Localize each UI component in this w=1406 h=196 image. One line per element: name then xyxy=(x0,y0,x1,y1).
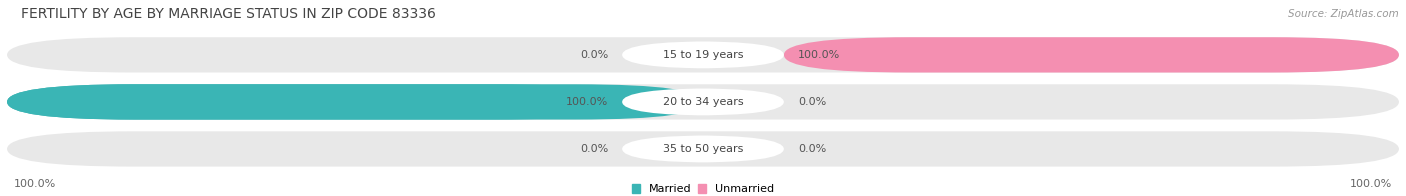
FancyBboxPatch shape xyxy=(621,135,785,163)
Text: 35 to 50 years: 35 to 50 years xyxy=(662,144,744,154)
FancyBboxPatch shape xyxy=(7,131,1399,167)
Legend: Married, Unmarried: Married, Unmarried xyxy=(631,184,775,194)
Text: 100.0%: 100.0% xyxy=(14,179,56,189)
FancyBboxPatch shape xyxy=(621,41,785,69)
FancyBboxPatch shape xyxy=(7,84,621,120)
FancyBboxPatch shape xyxy=(7,84,703,120)
Text: 15 to 19 years: 15 to 19 years xyxy=(662,50,744,60)
FancyBboxPatch shape xyxy=(785,37,1399,73)
Text: 100.0%: 100.0% xyxy=(1350,179,1392,189)
Text: 100.0%: 100.0% xyxy=(799,50,841,60)
Text: Source: ZipAtlas.com: Source: ZipAtlas.com xyxy=(1288,9,1399,19)
Text: 0.0%: 0.0% xyxy=(799,97,827,107)
Text: 0.0%: 0.0% xyxy=(799,144,827,154)
Text: 0.0%: 0.0% xyxy=(579,50,609,60)
Text: 20 to 34 years: 20 to 34 years xyxy=(662,97,744,107)
Text: 0.0%: 0.0% xyxy=(579,144,609,154)
Text: FERTILITY BY AGE BY MARRIAGE STATUS IN ZIP CODE 83336: FERTILITY BY AGE BY MARRIAGE STATUS IN Z… xyxy=(21,7,436,21)
Text: 100.0%: 100.0% xyxy=(565,97,609,107)
FancyBboxPatch shape xyxy=(621,88,785,116)
FancyBboxPatch shape xyxy=(7,37,1399,73)
FancyBboxPatch shape xyxy=(7,84,1399,120)
